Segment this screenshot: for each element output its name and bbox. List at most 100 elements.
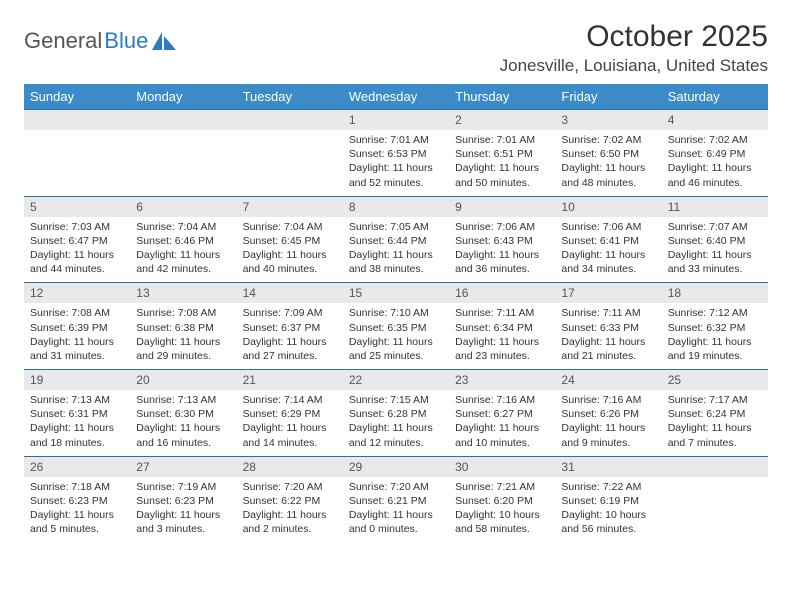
daylight-line: Daylight: 11 hours and 14 minutes. [243, 421, 337, 449]
sunrise-line: Sunrise: 7:10 AM [349, 306, 443, 320]
sunrise-line: Sunrise: 7:08 AM [136, 306, 230, 320]
day-body-cell: Sunrise: 7:01 AMSunset: 6:51 PMDaylight:… [449, 130, 555, 196]
day-number-cell: 4 [662, 110, 768, 131]
day-body-row: Sunrise: 7:03 AMSunset: 6:47 PMDaylight:… [24, 217, 768, 283]
day-number-cell: 22 [343, 370, 449, 391]
sunrise-line: Sunrise: 7:14 AM [243, 393, 337, 407]
day-number-row: 567891011 [24, 196, 768, 217]
daylight-line: Daylight: 11 hours and 21 minutes. [561, 335, 655, 363]
sunset-line: Sunset: 6:37 PM [243, 321, 337, 335]
daylight-line: Daylight: 11 hours and 16 minutes. [136, 421, 230, 449]
day-body-row: Sunrise: 7:01 AMSunset: 6:53 PMDaylight:… [24, 130, 768, 196]
day-body-cell: Sunrise: 7:13 AMSunset: 6:30 PMDaylight:… [130, 390, 236, 456]
sunrise-line: Sunrise: 7:02 AM [561, 133, 655, 147]
sunset-line: Sunset: 6:35 PM [349, 321, 443, 335]
day-body-cell: Sunrise: 7:01 AMSunset: 6:53 PMDaylight:… [343, 130, 449, 196]
day-body-cell: Sunrise: 7:06 AMSunset: 6:43 PMDaylight:… [449, 217, 555, 283]
sunset-line: Sunset: 6:23 PM [136, 494, 230, 508]
daylight-line: Daylight: 11 hours and 42 minutes. [136, 248, 230, 276]
daylight-line: Daylight: 10 hours and 58 minutes. [455, 508, 549, 536]
day-number-row: 262728293031 [24, 456, 768, 477]
sunset-line: Sunset: 6:41 PM [561, 234, 655, 248]
sunset-line: Sunset: 6:21 PM [349, 494, 443, 508]
daylight-line: Daylight: 11 hours and 29 minutes. [136, 335, 230, 363]
logo-sail-icon [152, 32, 176, 50]
logo: GeneralBlue [24, 20, 176, 54]
daylight-line: Daylight: 11 hours and 2 minutes. [243, 508, 337, 536]
sunrise-line: Sunrise: 7:20 AM [349, 480, 443, 494]
daylight-line: Daylight: 11 hours and 34 minutes. [561, 248, 655, 276]
sunset-line: Sunset: 6:40 PM [668, 234, 762, 248]
daylight-line: Daylight: 11 hours and 40 minutes. [243, 248, 337, 276]
day-number-cell: 9 [449, 196, 555, 217]
day-number-cell: 7 [237, 196, 343, 217]
day-body-cell: Sunrise: 7:22 AMSunset: 6:19 PMDaylight:… [555, 477, 661, 543]
weekday-header-row: SundayMondayTuesdayWednesdayThursdayFrid… [24, 84, 768, 110]
day-number-cell: 30 [449, 456, 555, 477]
sunrise-line: Sunrise: 7:04 AM [243, 220, 337, 234]
header: GeneralBlue October 2025 Jonesville, Lou… [24, 20, 768, 76]
day-number-cell [24, 110, 130, 131]
day-number-cell: 15 [343, 283, 449, 304]
daylight-line: Daylight: 11 hours and 27 minutes. [243, 335, 337, 363]
day-body-cell: Sunrise: 7:20 AMSunset: 6:21 PMDaylight:… [343, 477, 449, 543]
daylight-line: Daylight: 11 hours and 9 minutes. [561, 421, 655, 449]
daylight-line: Daylight: 11 hours and 25 minutes. [349, 335, 443, 363]
day-body-cell [237, 130, 343, 196]
daylight-line: Daylight: 11 hours and 12 minutes. [349, 421, 443, 449]
logo-text-2: Blue [104, 28, 148, 54]
logo-text-1: General [24, 28, 102, 54]
daylight-line: Daylight: 11 hours and 7 minutes. [668, 421, 762, 449]
sunrise-line: Sunrise: 7:02 AM [668, 133, 762, 147]
day-body-cell: Sunrise: 7:08 AMSunset: 6:38 PMDaylight:… [130, 303, 236, 369]
day-body-row: Sunrise: 7:08 AMSunset: 6:39 PMDaylight:… [24, 303, 768, 369]
day-body-cell [130, 130, 236, 196]
day-number-cell: 16 [449, 283, 555, 304]
sunrise-line: Sunrise: 7:18 AM [30, 480, 124, 494]
sunrise-line: Sunrise: 7:08 AM [30, 306, 124, 320]
daylight-line: Daylight: 11 hours and 3 minutes. [136, 508, 230, 536]
day-number-cell: 29 [343, 456, 449, 477]
day-body-cell: Sunrise: 7:02 AMSunset: 6:49 PMDaylight:… [662, 130, 768, 196]
sunrise-line: Sunrise: 7:03 AM [30, 220, 124, 234]
daylight-line: Daylight: 11 hours and 36 minutes. [455, 248, 549, 276]
day-body-cell: Sunrise: 7:15 AMSunset: 6:28 PMDaylight:… [343, 390, 449, 456]
day-number-cell: 6 [130, 196, 236, 217]
day-body-cell: Sunrise: 7:07 AMSunset: 6:40 PMDaylight:… [662, 217, 768, 283]
weekday-header: Monday [130, 84, 236, 110]
calendar-body: 1234Sunrise: 7:01 AMSunset: 6:53 PMDayli… [24, 110, 768, 543]
daylight-line: Daylight: 11 hours and 38 minutes. [349, 248, 443, 276]
day-number-cell: 28 [237, 456, 343, 477]
sunset-line: Sunset: 6:46 PM [136, 234, 230, 248]
day-body-cell: Sunrise: 7:05 AMSunset: 6:44 PMDaylight:… [343, 217, 449, 283]
day-number-cell: 19 [24, 370, 130, 391]
weekday-header: Thursday [449, 84, 555, 110]
daylight-line: Daylight: 11 hours and 18 minutes. [30, 421, 124, 449]
sunset-line: Sunset: 6:39 PM [30, 321, 124, 335]
day-number-cell: 2 [449, 110, 555, 131]
day-number-row: 1234 [24, 110, 768, 131]
day-number-cell: 26 [24, 456, 130, 477]
sunset-line: Sunset: 6:20 PM [455, 494, 549, 508]
sunrise-line: Sunrise: 7:13 AM [30, 393, 124, 407]
day-body-row: Sunrise: 7:18 AMSunset: 6:23 PMDaylight:… [24, 477, 768, 543]
daylight-line: Daylight: 11 hours and 19 minutes. [668, 335, 762, 363]
day-body-cell: Sunrise: 7:02 AMSunset: 6:50 PMDaylight:… [555, 130, 661, 196]
day-number-cell: 24 [555, 370, 661, 391]
weekday-header: Tuesday [237, 84, 343, 110]
day-body-cell: Sunrise: 7:03 AMSunset: 6:47 PMDaylight:… [24, 217, 130, 283]
sunset-line: Sunset: 6:32 PM [668, 321, 762, 335]
day-body-cell: Sunrise: 7:17 AMSunset: 6:24 PMDaylight:… [662, 390, 768, 456]
sunrise-line: Sunrise: 7:01 AM [455, 133, 549, 147]
daylight-line: Daylight: 11 hours and 52 minutes. [349, 161, 443, 189]
weekday-header: Sunday [24, 84, 130, 110]
day-body-cell: Sunrise: 7:06 AMSunset: 6:41 PMDaylight:… [555, 217, 661, 283]
weekday-header: Saturday [662, 84, 768, 110]
day-body-cell: Sunrise: 7:04 AMSunset: 6:45 PMDaylight:… [237, 217, 343, 283]
day-body-cell: Sunrise: 7:20 AMSunset: 6:22 PMDaylight:… [237, 477, 343, 543]
daylight-line: Daylight: 11 hours and 44 minutes. [30, 248, 124, 276]
day-number-cell: 23 [449, 370, 555, 391]
sunrise-line: Sunrise: 7:20 AM [243, 480, 337, 494]
day-number-cell: 31 [555, 456, 661, 477]
day-number-cell: 5 [24, 196, 130, 217]
